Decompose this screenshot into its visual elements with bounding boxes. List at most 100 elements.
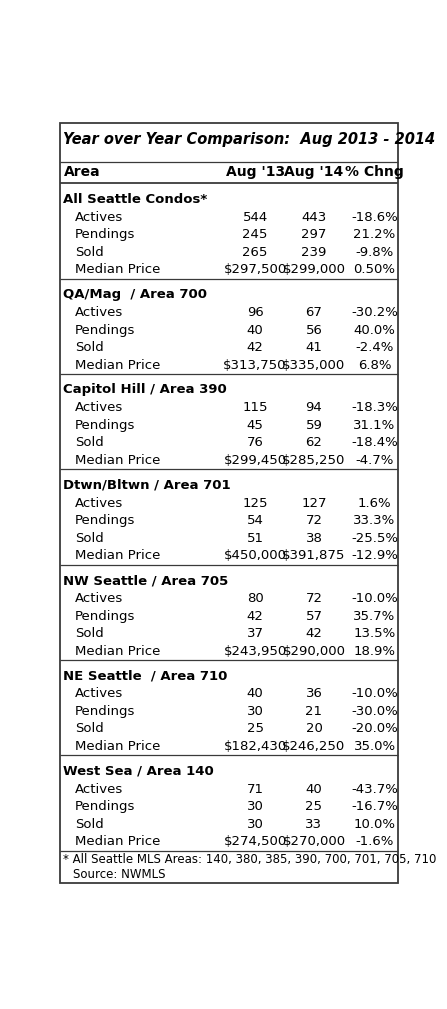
Text: 40: 40 — [247, 687, 263, 700]
Text: Pendings: Pendings — [75, 800, 135, 813]
Text: 245: 245 — [242, 228, 268, 241]
Text: -4.7%: -4.7% — [355, 454, 394, 467]
Text: Median Price: Median Price — [75, 358, 160, 371]
Text: 38: 38 — [305, 532, 322, 545]
Text: Aug '13: Aug '13 — [225, 165, 285, 180]
Text: -9.8%: -9.8% — [355, 246, 394, 258]
Text: -2.4%: -2.4% — [355, 341, 394, 354]
Text: 21: 21 — [305, 705, 322, 718]
Text: Actives: Actives — [75, 592, 123, 605]
Text: 31.1%: 31.1% — [354, 419, 396, 432]
Text: 94: 94 — [306, 402, 322, 415]
Text: Actives: Actives — [75, 783, 123, 796]
Text: Median Price: Median Price — [75, 263, 160, 276]
Text: Pendings: Pendings — [75, 324, 135, 337]
Text: Sold: Sold — [75, 341, 104, 354]
Text: 54: 54 — [247, 515, 264, 528]
Text: $335,000: $335,000 — [283, 358, 346, 371]
Text: -16.7%: -16.7% — [351, 800, 398, 813]
Text: -30.0%: -30.0% — [351, 705, 398, 718]
Text: 35.0%: 35.0% — [354, 740, 396, 753]
Text: 30: 30 — [247, 705, 264, 718]
Text: 20: 20 — [305, 722, 322, 736]
Text: Median Price: Median Price — [75, 454, 160, 467]
Text: 72: 72 — [305, 592, 322, 605]
Text: 33.3%: 33.3% — [354, 515, 396, 528]
Text: 42: 42 — [305, 628, 322, 640]
Text: Actives: Actives — [75, 496, 123, 510]
Text: 76: 76 — [247, 437, 264, 449]
Text: Sold: Sold — [75, 628, 104, 640]
Text: 72: 72 — [305, 515, 322, 528]
Text: $270,000: $270,000 — [283, 835, 346, 849]
Text: $297,500: $297,500 — [224, 263, 287, 276]
Text: Pendings: Pendings — [75, 609, 135, 623]
Text: Source: NWMLS: Source: NWMLS — [73, 868, 166, 881]
Text: * All Seattle MLS Areas: 140, 380, 385, 390, 700, 701, 705, 710: * All Seattle MLS Areas: 140, 380, 385, … — [63, 854, 437, 866]
Text: Median Price: Median Price — [75, 740, 160, 753]
Text: 42: 42 — [247, 341, 264, 354]
Text: 37: 37 — [247, 628, 264, 640]
Text: -18.4%: -18.4% — [351, 437, 398, 449]
Text: $299,000: $299,000 — [283, 263, 346, 276]
Text: 40: 40 — [247, 324, 263, 337]
Text: 297: 297 — [301, 228, 327, 241]
Text: Pendings: Pendings — [75, 705, 135, 718]
Text: 18.9%: 18.9% — [354, 645, 396, 658]
Text: All Seattle Condos*: All Seattle Condos* — [63, 193, 208, 206]
Text: Actives: Actives — [75, 306, 123, 319]
Text: Median Price: Median Price — [75, 549, 160, 562]
Text: 1.6%: 1.6% — [358, 496, 392, 510]
Text: -18.6%: -18.6% — [351, 211, 398, 224]
Text: Actives: Actives — [75, 402, 123, 415]
Text: 25: 25 — [305, 800, 322, 813]
Text: Median Price: Median Price — [75, 835, 160, 849]
Text: 115: 115 — [242, 402, 268, 415]
Text: 40: 40 — [306, 783, 322, 796]
Text: 56: 56 — [305, 324, 322, 337]
Text: 30: 30 — [247, 800, 264, 813]
Text: -12.9%: -12.9% — [351, 549, 398, 562]
Text: 33: 33 — [305, 818, 322, 830]
Text: NE Seattle  / Area 710: NE Seattle / Area 710 — [63, 669, 228, 682]
Text: Actives: Actives — [75, 211, 123, 224]
Text: 42: 42 — [247, 609, 264, 623]
Text: $313,750: $313,750 — [224, 358, 287, 371]
Text: $246,250: $246,250 — [283, 740, 346, 753]
Text: $290,000: $290,000 — [283, 645, 346, 658]
Text: Sold: Sold — [75, 437, 104, 449]
Text: 51: 51 — [247, 532, 264, 545]
Text: 25: 25 — [247, 722, 264, 736]
Text: 96: 96 — [247, 306, 263, 319]
Text: Year over Year Comparison:  Aug 2013 - 2014: Year over Year Comparison: Aug 2013 - 20… — [63, 132, 436, 147]
Text: 40.0%: 40.0% — [354, 324, 396, 337]
Text: 36: 36 — [305, 687, 322, 700]
Text: 0.50%: 0.50% — [354, 263, 396, 276]
Text: -10.0%: -10.0% — [351, 592, 398, 605]
Text: 265: 265 — [242, 246, 268, 258]
Text: Sold: Sold — [75, 818, 104, 830]
Text: 30: 30 — [247, 818, 264, 830]
Text: Pendings: Pendings — [75, 419, 135, 432]
Text: 80: 80 — [247, 592, 263, 605]
Text: 125: 125 — [242, 496, 268, 510]
Text: Capitol Hill / Area 390: Capitol Hill / Area 390 — [63, 383, 227, 397]
Text: Pendings: Pendings — [75, 228, 135, 241]
Text: 45: 45 — [247, 419, 264, 432]
Text: 6.8%: 6.8% — [358, 358, 391, 371]
Text: 239: 239 — [301, 246, 327, 258]
Text: % Chng: % Chng — [345, 165, 404, 180]
Text: 21.2%: 21.2% — [354, 228, 396, 241]
Text: 35.7%: 35.7% — [354, 609, 396, 623]
Text: $391,875: $391,875 — [282, 549, 346, 562]
Text: 13.5%: 13.5% — [354, 628, 396, 640]
Text: NW Seattle / Area 705: NW Seattle / Area 705 — [63, 574, 229, 587]
Text: 67: 67 — [305, 306, 322, 319]
Text: 41: 41 — [305, 341, 322, 354]
Text: $274,500: $274,500 — [224, 835, 287, 849]
Text: $182,430: $182,430 — [224, 740, 287, 753]
Text: 59: 59 — [305, 419, 322, 432]
Text: -1.6%: -1.6% — [355, 835, 394, 849]
Text: $299,450: $299,450 — [224, 454, 287, 467]
Text: -43.7%: -43.7% — [351, 783, 398, 796]
